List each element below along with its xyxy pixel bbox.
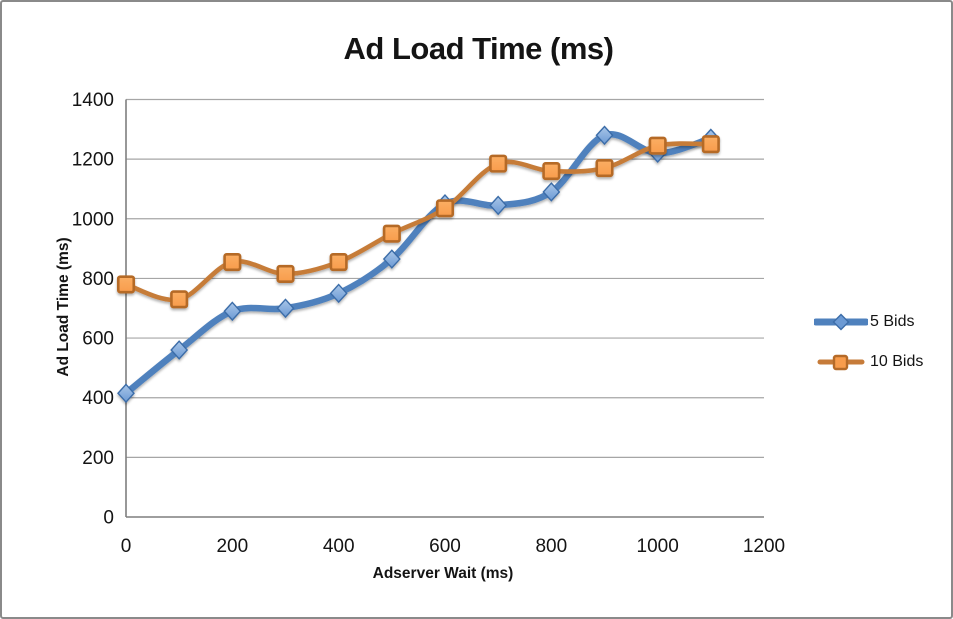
data-point-square xyxy=(701,135,720,154)
series-10-bids xyxy=(116,135,720,309)
legend-label-10-bids: 10 Bids xyxy=(870,353,924,370)
data-point-square xyxy=(116,275,136,294)
legend-line-diamond-icon xyxy=(814,313,868,331)
x-tick-label: 400 xyxy=(323,536,355,557)
data-point-square xyxy=(489,154,508,173)
y-tick-label: 600 xyxy=(82,329,114,350)
data-point-square xyxy=(435,199,455,218)
data-point-square xyxy=(595,159,614,178)
legend-line-square-icon xyxy=(817,354,865,371)
data-point-diamond xyxy=(170,340,189,360)
x-tick-label: 1000 xyxy=(637,536,679,557)
x-tick-label: 0 xyxy=(121,536,132,557)
legend-label-5-bids: 5 Bids xyxy=(870,313,915,330)
data-point-diamond xyxy=(117,383,135,404)
data-point-diamond xyxy=(542,182,561,202)
data-point-square xyxy=(382,224,401,243)
y-tick-label: 1000 xyxy=(72,209,114,230)
legend-row-5-bids: 5 Bids xyxy=(814,312,923,332)
data-point-diamond xyxy=(223,301,242,322)
data-point-square xyxy=(329,252,348,272)
data-point-diamond xyxy=(276,298,295,319)
data-point-square xyxy=(542,162,561,181)
x-tick-label: 800 xyxy=(535,536,567,557)
data-point-square xyxy=(170,290,189,309)
data-point-diamond xyxy=(595,125,614,146)
legend-row-10-bids: 10 Bids xyxy=(814,352,923,372)
series-line xyxy=(123,141,714,303)
y-tick-label: 800 xyxy=(82,269,114,290)
data-point-diamond xyxy=(329,283,348,304)
y-axis-title: Ad Load Time (ms) xyxy=(55,237,72,377)
y-tick-label: 400 xyxy=(82,388,114,409)
x-tick-label: 600 xyxy=(429,536,461,557)
y-tick-label: 1200 xyxy=(72,150,114,171)
data-point-diamond xyxy=(382,249,401,269)
data-point-square xyxy=(223,252,242,272)
data-point-square xyxy=(276,264,295,284)
series-5-bids xyxy=(117,125,720,404)
x-axis-title: Adserver Wait (ms) xyxy=(372,565,514,582)
x-tick-label: 200 xyxy=(216,536,248,557)
data-point-diamond xyxy=(489,195,508,216)
y-tick-label: 0 xyxy=(103,508,114,529)
data-point-square xyxy=(648,136,667,155)
y-tick-label: 1400 xyxy=(72,90,114,111)
x-tick-label: 1200 xyxy=(743,536,785,557)
y-tick-label: 200 xyxy=(82,448,114,469)
legend: 5 Bids 10 Bids xyxy=(814,312,923,372)
series-line xyxy=(122,130,715,397)
chart-title: Ad Load Time (ms) xyxy=(343,31,614,66)
